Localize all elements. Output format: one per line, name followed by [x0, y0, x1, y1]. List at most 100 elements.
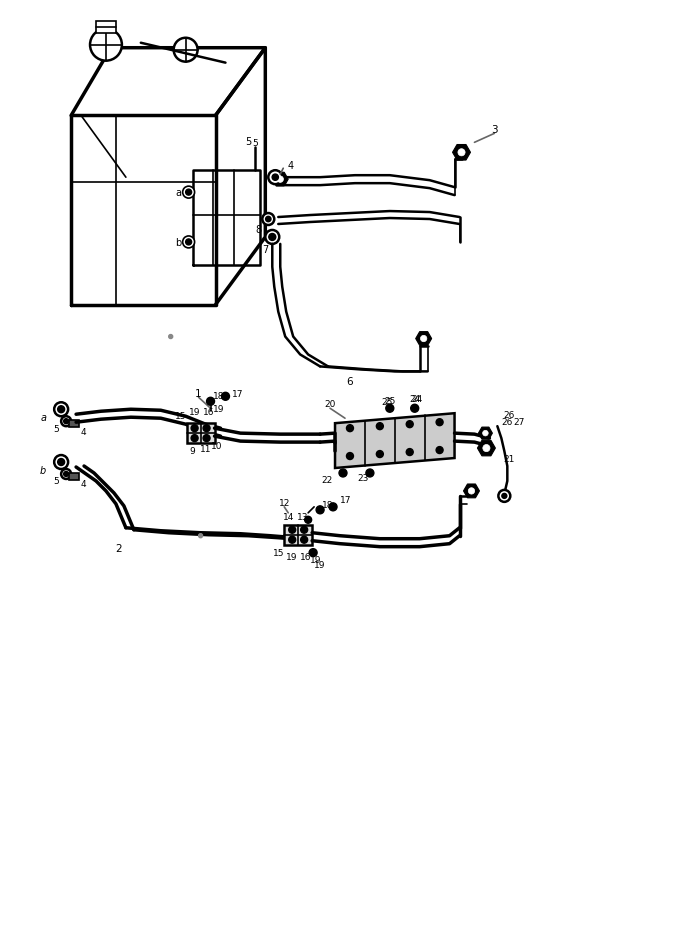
- Circle shape: [54, 456, 68, 470]
- Circle shape: [207, 398, 215, 406]
- Text: 3: 3: [491, 125, 498, 135]
- Circle shape: [436, 419, 443, 426]
- Circle shape: [499, 490, 510, 503]
- Text: b: b: [176, 238, 182, 248]
- Circle shape: [304, 517, 312, 524]
- Text: 6: 6: [347, 377, 353, 387]
- Circle shape: [269, 234, 276, 241]
- Circle shape: [483, 431, 488, 436]
- Text: 23: 23: [357, 474, 369, 483]
- Text: 24: 24: [409, 394, 421, 403]
- Circle shape: [483, 445, 490, 452]
- Circle shape: [183, 237, 195, 249]
- Polygon shape: [477, 441, 495, 457]
- Circle shape: [421, 336, 427, 343]
- Text: 9: 9: [189, 446, 196, 455]
- Circle shape: [502, 494, 507, 499]
- Circle shape: [185, 240, 192, 245]
- Text: 18: 18: [213, 391, 224, 401]
- Circle shape: [347, 453, 354, 460]
- Text: 20: 20: [324, 400, 336, 408]
- Polygon shape: [416, 332, 432, 346]
- Circle shape: [191, 435, 198, 442]
- Text: 19: 19: [213, 404, 224, 414]
- Circle shape: [277, 177, 283, 183]
- Text: 25: 25: [384, 396, 395, 405]
- Circle shape: [289, 527, 295, 534]
- Circle shape: [222, 393, 229, 401]
- Text: 14: 14: [282, 513, 294, 521]
- Circle shape: [268, 171, 282, 185]
- Text: a: a: [40, 413, 47, 423]
- Circle shape: [376, 423, 383, 431]
- Circle shape: [301, 536, 308, 544]
- Text: 24: 24: [411, 394, 422, 403]
- Text: 16: 16: [300, 552, 312, 562]
- Text: 15: 15: [175, 411, 187, 420]
- Bar: [187, 424, 215, 444]
- Text: 17: 17: [340, 496, 352, 505]
- Text: 11: 11: [200, 444, 211, 453]
- Text: 27: 27: [514, 417, 525, 426]
- Circle shape: [376, 451, 383, 458]
- Text: 13: 13: [298, 513, 309, 521]
- Circle shape: [169, 335, 172, 339]
- Circle shape: [61, 417, 71, 427]
- Text: 19: 19: [315, 561, 326, 569]
- Circle shape: [191, 425, 198, 432]
- Circle shape: [406, 449, 413, 456]
- Circle shape: [366, 470, 374, 477]
- Text: 26: 26: [501, 417, 513, 426]
- Text: 21: 21: [503, 454, 515, 463]
- Circle shape: [183, 187, 195, 198]
- Text: 12: 12: [278, 499, 290, 508]
- Text: 18: 18: [322, 501, 334, 510]
- Circle shape: [90, 30, 122, 62]
- Text: 5: 5: [53, 424, 59, 433]
- Text: b: b: [40, 465, 47, 475]
- Circle shape: [458, 150, 465, 156]
- Circle shape: [329, 504, 337, 511]
- Circle shape: [410, 405, 419, 413]
- Polygon shape: [335, 414, 455, 469]
- Polygon shape: [272, 173, 288, 187]
- Circle shape: [339, 470, 347, 477]
- Text: 5: 5: [246, 138, 252, 147]
- Text: 26: 26: [503, 410, 515, 419]
- Circle shape: [265, 217, 271, 223]
- Text: 22: 22: [321, 475, 332, 485]
- Text: 1: 1: [195, 388, 202, 399]
- Circle shape: [54, 402, 68, 417]
- Circle shape: [309, 549, 317, 557]
- Circle shape: [185, 190, 192, 196]
- Circle shape: [203, 425, 210, 432]
- Circle shape: [61, 470, 71, 479]
- Text: 4: 4: [287, 161, 293, 171]
- Bar: [96, 22, 116, 34]
- Bar: [69, 421, 79, 428]
- Circle shape: [198, 534, 202, 538]
- Circle shape: [57, 406, 64, 414]
- Circle shape: [289, 536, 295, 544]
- Text: a: a: [176, 188, 182, 197]
- Text: 4: 4: [80, 480, 86, 489]
- Circle shape: [301, 527, 308, 534]
- Circle shape: [347, 425, 354, 432]
- Text: 19: 19: [189, 407, 200, 417]
- Polygon shape: [453, 145, 471, 161]
- Circle shape: [64, 419, 68, 424]
- Circle shape: [263, 213, 274, 226]
- Bar: [285, 525, 312, 545]
- Polygon shape: [464, 485, 479, 498]
- Circle shape: [386, 405, 394, 413]
- Text: 25: 25: [381, 398, 393, 406]
- Text: 15: 15: [272, 548, 284, 558]
- Polygon shape: [478, 428, 492, 440]
- Circle shape: [469, 489, 475, 494]
- Circle shape: [57, 459, 64, 466]
- Text: 10: 10: [211, 441, 222, 450]
- Bar: [69, 474, 79, 480]
- Circle shape: [174, 38, 198, 63]
- Text: 5: 5: [252, 139, 259, 148]
- Text: 16: 16: [202, 407, 214, 417]
